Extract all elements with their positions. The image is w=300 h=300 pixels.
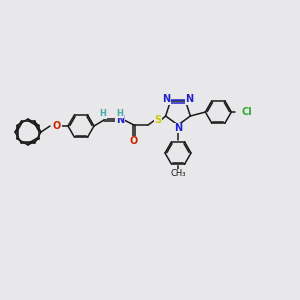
Text: CH₃: CH₃ — [170, 169, 186, 178]
Text: N: N — [186, 94, 194, 104]
Text: N: N — [116, 115, 124, 125]
Text: N: N — [162, 94, 170, 104]
Text: H: H — [117, 109, 123, 118]
Text: Cl: Cl — [242, 107, 252, 117]
Text: H: H — [100, 110, 106, 118]
Text: O: O — [130, 136, 138, 146]
Text: N: N — [174, 123, 182, 133]
Text: S: S — [154, 115, 162, 125]
Text: O: O — [53, 121, 61, 131]
